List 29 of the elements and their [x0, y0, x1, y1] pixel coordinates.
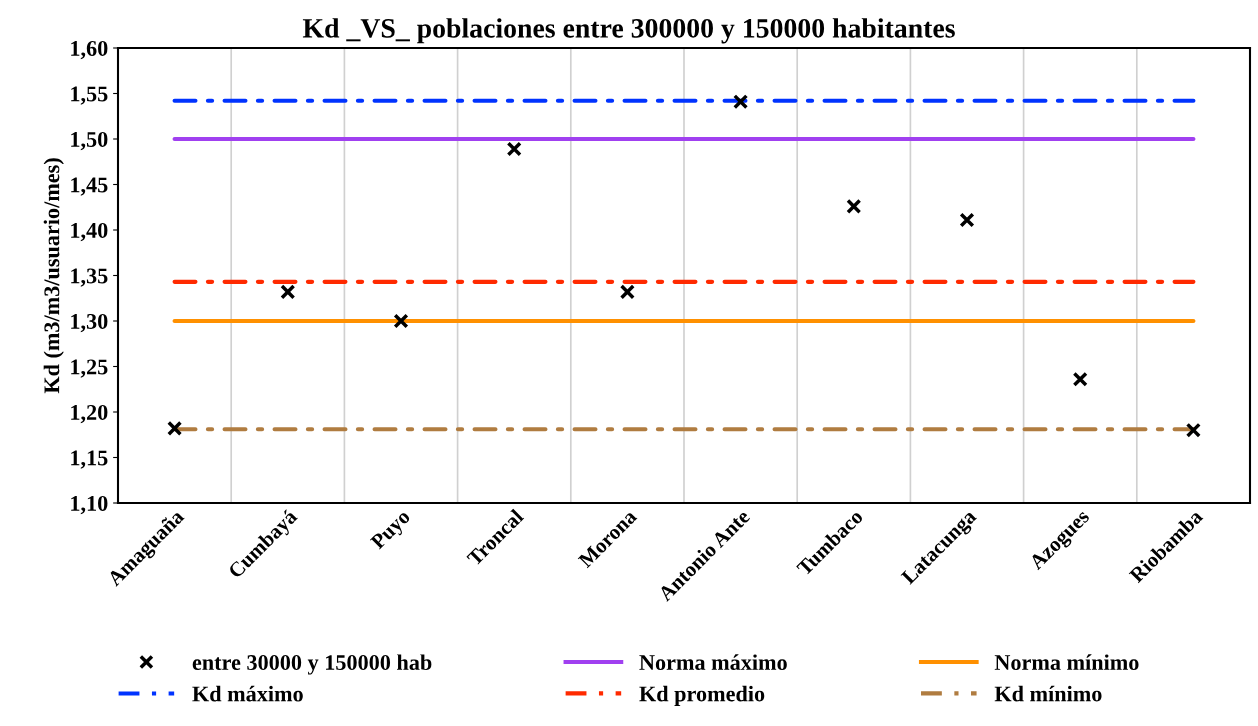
y-tick-label: 1,25	[71, 359, 108, 378]
y-tick-label: 1,15	[71, 450, 108, 469]
point	[1072, 371, 1088, 387]
y-tick-label: 1,35	[71, 268, 108, 287]
y-tick-label: 1,45	[71, 177, 108, 196]
y-tick-label: 1,20	[71, 404, 108, 424]
point	[1185, 422, 1201, 438]
point	[167, 420, 183, 436]
legend-label: Norma mínimo	[994, 654, 1139, 671]
legend-label: Kd mínimo	[994, 685, 1102, 702]
point	[619, 284, 635, 300]
y-tick-label: 1,60	[71, 40, 108, 60]
point	[506, 141, 522, 157]
point	[733, 94, 749, 110]
y-tick-label: 1,40	[71, 222, 108, 242]
y-axis-title: Kd (m3/m3/usuario/mes)	[43, 158, 64, 394]
point	[846, 198, 862, 214]
legend-label: Kd máximo	[192, 685, 303, 702]
chart-title: Kd _VS_ poblaciones entre 300000 y 150000 habitantes	[302, 18, 955, 44]
y-tick-label: 1,50	[71, 131, 108, 151]
point	[280, 284, 296, 300]
legend-label: Kd promedio	[639, 685, 765, 706]
point	[959, 212, 975, 228]
y-tick-label: 1,55	[71, 86, 108, 105]
y-tick-label: 1,30	[71, 313, 108, 333]
legend-label: Norma máximo	[639, 654, 787, 671]
legend-label: entre 30000 y 150000 hab	[192, 654, 432, 675]
point	[393, 313, 409, 329]
y-tick-label: 1,10	[71, 495, 108, 515]
